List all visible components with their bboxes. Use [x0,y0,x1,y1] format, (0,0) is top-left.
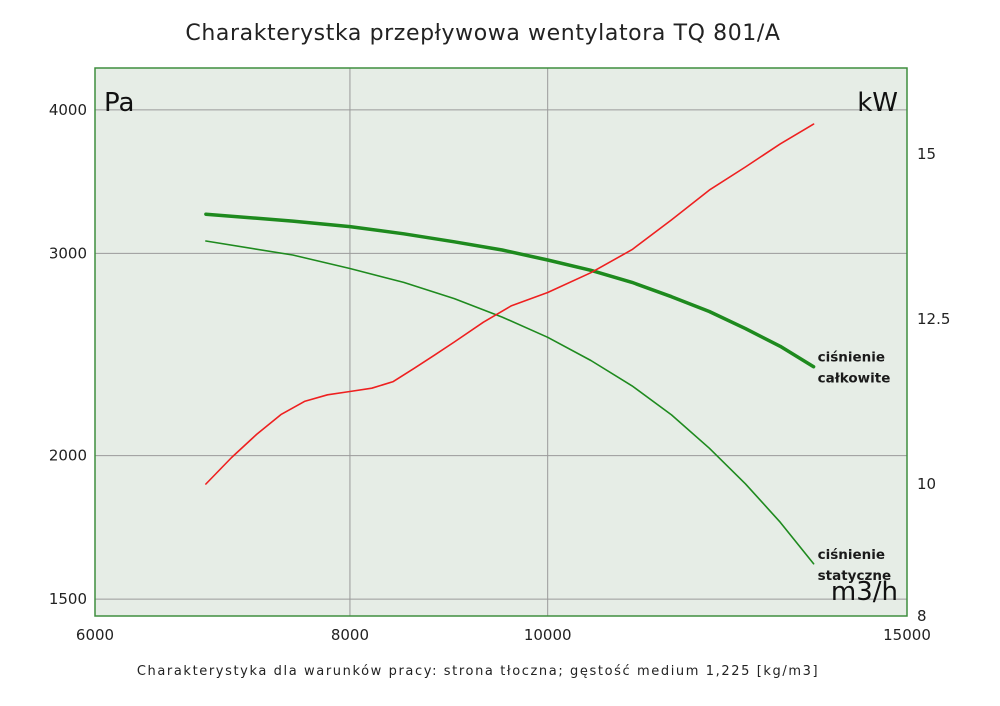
x-tick-label: 8000 [331,626,369,644]
series-label-1-line2: statyczne [818,568,891,584]
series-label-1-line1: ciśnienie [818,547,885,563]
chart-subtitle: Charakterystyka dla warunków pracy: stro… [137,664,819,679]
series-label-0-line1: ciśnienie [818,350,885,366]
left-tick-label: 3000 [49,244,87,262]
right-tick-label: 12.5 [917,310,950,328]
left-axis-unit-label: Pa [104,88,134,118]
right-axis-unit-label: kW [857,88,898,118]
x-tick-label: 6000 [76,626,114,644]
series-label-0-line2: całkowite [818,371,891,387]
series-line-1 [205,240,815,565]
plot-area: ciśnienie całkowite ciśnienie statyczne 6000… [49,67,950,644]
chart-title: Charakterystka przepływowa wentylatora T… [185,21,780,46]
right-tick-label: 15 [917,145,936,163]
plot-background [95,68,907,616]
left-tick-label: 4000 [49,101,87,119]
x-tick-label: 15000 [883,626,931,644]
right-tick-label: 10 [917,475,936,493]
series-line-0 [204,212,816,369]
x-tick-label: 10000 [524,626,572,644]
series-line-2 [205,123,815,485]
right-tick-label: 8 [917,607,927,625]
left-tick-label: 1500 [49,590,87,608]
plot-frame [94,67,908,617]
x-axis-unit-label: m3/h [831,577,898,607]
left-tick-label: 2000 [49,447,87,465]
